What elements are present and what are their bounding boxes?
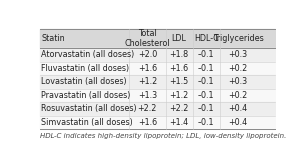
Text: –0.1: –0.1 <box>198 118 215 127</box>
Text: +0.3: +0.3 <box>228 50 247 59</box>
Text: +1.8: +1.8 <box>169 50 189 59</box>
Text: +2.2: +2.2 <box>138 104 157 113</box>
Text: +2.2: +2.2 <box>169 104 189 113</box>
Text: +2.0: +2.0 <box>138 50 157 59</box>
Text: +0.2: +0.2 <box>228 91 248 100</box>
Text: LDL: LDL <box>172 34 187 43</box>
Text: +0.2: +0.2 <box>228 64 248 73</box>
Text: Total
Cholesterol: Total Cholesterol <box>125 29 170 48</box>
Text: –0.1: –0.1 <box>198 50 215 59</box>
Text: –0.1: –0.1 <box>198 91 215 100</box>
Text: Statin: Statin <box>41 34 65 43</box>
Text: +1.6: +1.6 <box>138 118 157 127</box>
Text: +1.6: +1.6 <box>169 64 189 73</box>
Text: HDL-C indicates high-density lipoprotein; LDL, low-density lipoprotein.: HDL-C indicates high-density lipoprotein… <box>40 133 286 139</box>
Text: +0.3: +0.3 <box>228 77 247 86</box>
Text: HDL-C: HDL-C <box>194 34 219 43</box>
Text: Triglycerides: Triglycerides <box>213 34 263 43</box>
Text: +0.4: +0.4 <box>228 118 247 127</box>
Text: +1.5: +1.5 <box>169 77 189 86</box>
Text: +1.6: +1.6 <box>138 64 157 73</box>
Text: +1.2: +1.2 <box>169 91 189 100</box>
Text: +1.4: +1.4 <box>169 118 189 127</box>
Text: Pravastatin (all doses): Pravastatin (all doses) <box>41 91 131 100</box>
Text: +1.3: +1.3 <box>138 91 157 100</box>
Text: Lovastatin (all doses): Lovastatin (all doses) <box>41 77 127 86</box>
Text: –0.1: –0.1 <box>198 77 215 86</box>
Text: Simvastatin (all doses): Simvastatin (all doses) <box>41 118 133 127</box>
Text: +1.2: +1.2 <box>138 77 157 86</box>
Text: Rosuvastatin (all doses): Rosuvastatin (all doses) <box>41 104 137 113</box>
Text: –0.1: –0.1 <box>198 64 215 73</box>
Text: Fluvastatin (all doses): Fluvastatin (all doses) <box>41 64 130 73</box>
Text: Atorvastatin (all doses): Atorvastatin (all doses) <box>41 50 135 59</box>
Text: +0.4: +0.4 <box>228 104 247 113</box>
Text: –0.1: –0.1 <box>198 104 215 113</box>
